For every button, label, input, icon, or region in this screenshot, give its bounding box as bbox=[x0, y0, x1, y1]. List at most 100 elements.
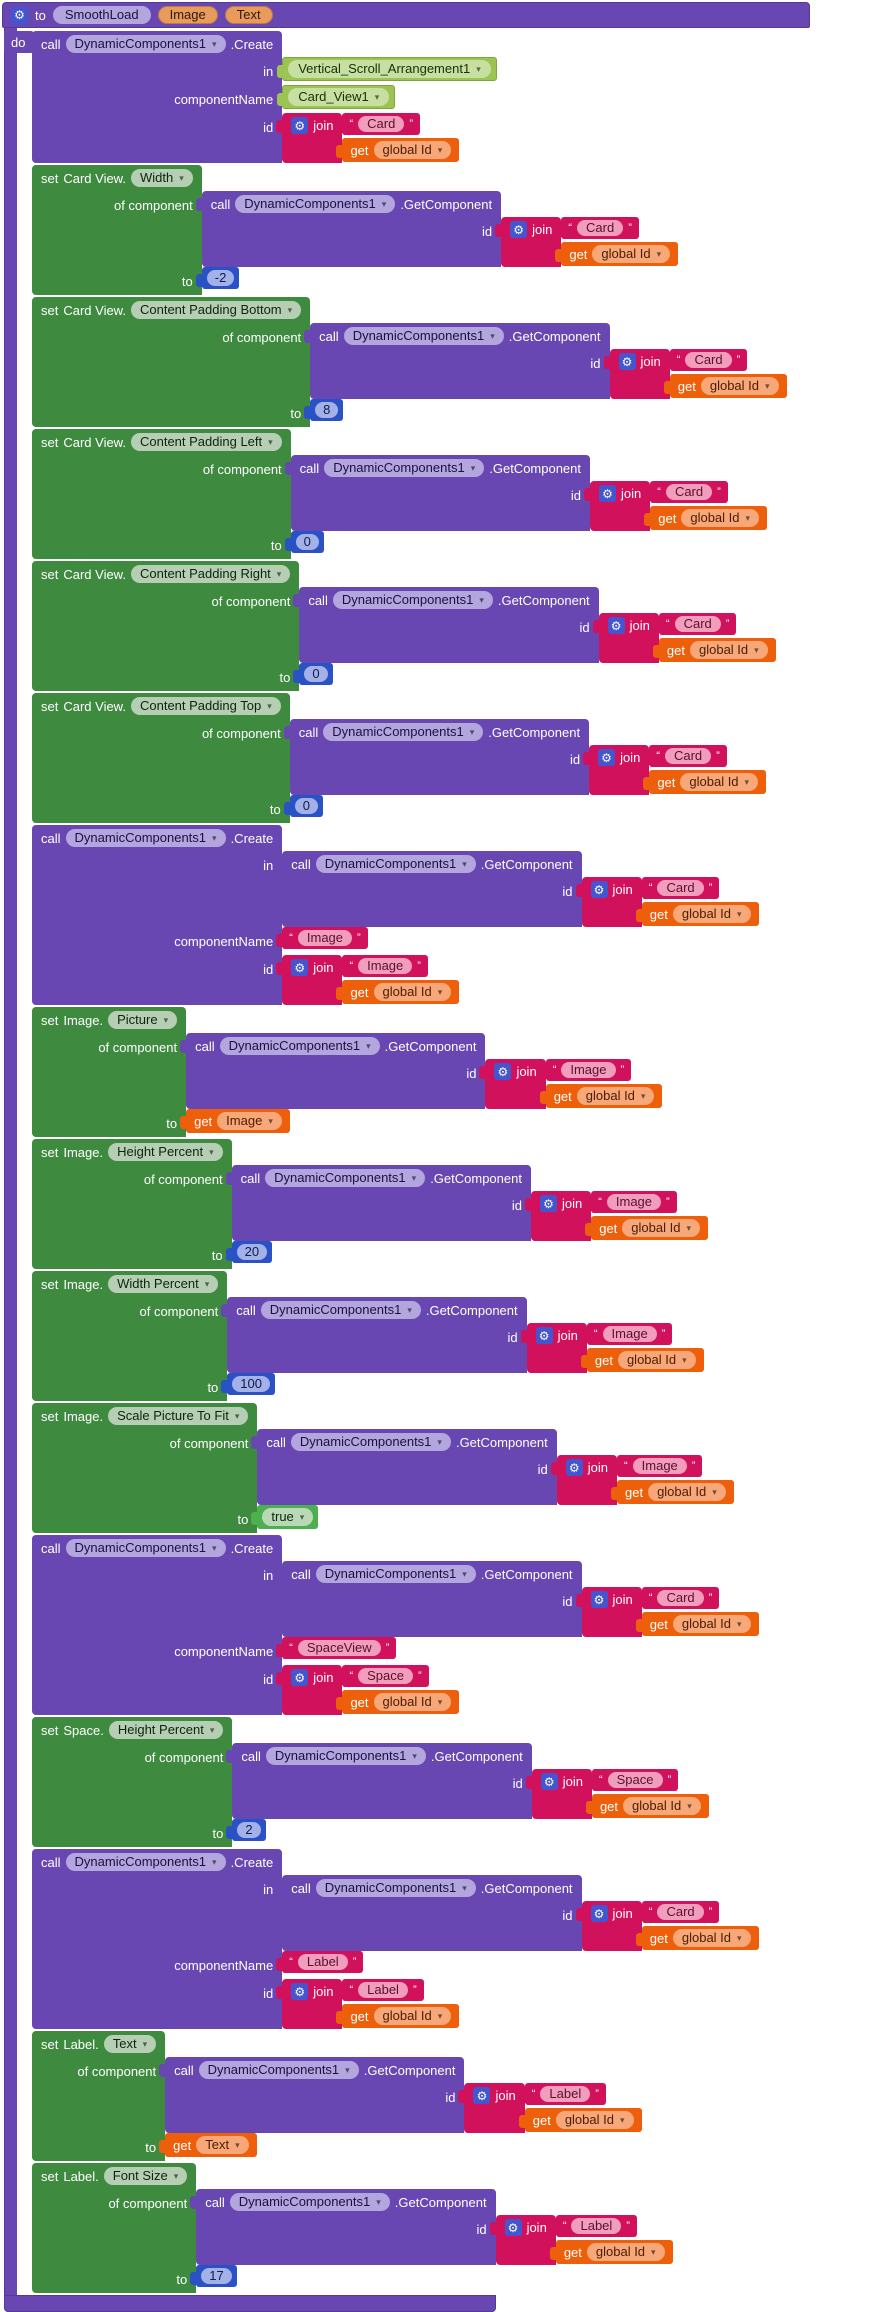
text-string-block[interactable]: “ Card ” bbox=[635, 1587, 720, 1609]
mutator-gear-icon[interactable]: ⚙ bbox=[539, 1195, 557, 1212]
component-block[interactable]: Vertical_Scroll_Arrangement1 ▾ bbox=[277, 57, 497, 81]
number-value[interactable]: 8 bbox=[315, 402, 339, 418]
component-block[interactable]: Card_View1 ▾ bbox=[277, 85, 396, 109]
mutator-gear-icon[interactable]: ⚙ bbox=[540, 1773, 558, 1790]
set-property-block[interactable]: set Card View. Content Padding Bottom ▾ of c… bbox=[32, 297, 787, 427]
set-property-block[interactable]: set Label. Font Size ▾ of component call Dynam… bbox=[32, 2163, 673, 2293]
set-property-block[interactable]: set Card View. Content Padding Left ▾ of com… bbox=[32, 429, 768, 559]
join-block[interactable]: ⚙ join “ Image ” get global Id ▾ bbox=[550, 1455, 734, 1505]
extension-dropdown[interactable]: DynamicComponents1 ▾ bbox=[198, 2061, 359, 2079]
variable-dropdown[interactable]: global Id ▾ bbox=[373, 141, 452, 159]
get-variable-block[interactable]: get global Id ▾ bbox=[336, 138, 460, 162]
getcomponent-call-block[interactable]: call DynamicComponents1 ▾ .GetComponent id ⚙ j… bbox=[251, 1429, 734, 1505]
join-block[interactable]: ⚙ join “ Card ” get global Id ▾ bbox=[575, 877, 759, 927]
property-dropdown[interactable]: Font Size ▾ bbox=[103, 2167, 188, 2185]
extension-dropdown[interactable]: DynamicComponents1 ▾ bbox=[229, 2193, 390, 2211]
variable-dropdown[interactable]: global Id ▾ bbox=[592, 245, 671, 263]
get-variable-block[interactable]: get Text ▾ bbox=[159, 2133, 257, 2157]
mutator-gear-icon[interactable]: ⚙ bbox=[291, 959, 309, 976]
text-string-block[interactable]: “ Card ” bbox=[635, 877, 720, 899]
text-string-block[interactable]: “ Image ” bbox=[580, 1323, 673, 1345]
variable-dropdown[interactable]: global Id ▾ bbox=[672, 1615, 751, 1633]
number-value[interactable]: 0 bbox=[294, 798, 318, 814]
number-block[interactable]: 20 bbox=[225, 1241, 273, 1263]
string-value[interactable]: Image bbox=[632, 1458, 687, 1474]
join-block[interactable]: ⚙ join “ Space ” get global Id ▾ bbox=[525, 1769, 709, 1819]
get-variable-block[interactable]: get global Id ▾ bbox=[635, 902, 759, 926]
get-variable-block[interactable]: get global Id ▾ bbox=[336, 1690, 460, 1714]
text-string-block[interactable]: “ Image ” bbox=[539, 1059, 632, 1081]
variable-dropdown[interactable]: global Id ▾ bbox=[672, 1929, 751, 1947]
text-string-block[interactable]: “ Space ” bbox=[585, 1769, 679, 1791]
text-string-block[interactable]: “ Space ” bbox=[336, 1665, 429, 1687]
join-block[interactable]: ⚙ join “ Card ” get global Id ▾ bbox=[583, 745, 767, 795]
string-value[interactable]: Label bbox=[540, 2086, 591, 2102]
variable-dropdown[interactable]: global Id ▾ bbox=[555, 2111, 634, 2129]
string-value[interactable]: Label bbox=[571, 2218, 622, 2234]
extension-dropdown[interactable]: DynamicComponents1 ▾ bbox=[265, 1747, 426, 1765]
join-block[interactable]: ⚙ join “ Label ” get global Id ▾ bbox=[458, 2083, 642, 2133]
string-value[interactable]: Card bbox=[358, 116, 405, 132]
text-string-block[interactable]: “ Card ” bbox=[555, 217, 639, 239]
logic-value[interactable]: true ▾ bbox=[262, 1508, 314, 1526]
variable-dropdown[interactable]: global Id ▾ bbox=[373, 2007, 452, 2025]
extension-dropdown[interactable]: DynamicComponents1 ▾ bbox=[315, 1879, 476, 1897]
join-block[interactable]: ⚙ join “ Label ” get global Id ▾ bbox=[489, 2215, 673, 2265]
getcomponent-call-block[interactable]: call DynamicComponents1 ▾ .GetComponent id ⚙ j… bbox=[195, 191, 679, 267]
variable-dropdown[interactable]: global Id ▾ bbox=[373, 1693, 452, 1711]
get-variable-block[interactable]: get global Id ▾ bbox=[635, 1612, 759, 1636]
string-value[interactable]: Image bbox=[297, 930, 353, 946]
string-value[interactable]: Card bbox=[577, 220, 624, 236]
join-block[interactable]: ⚙ join “ Card ” get global Id ▾ bbox=[584, 481, 768, 531]
extension-dropdown[interactable]: DynamicComponents1 ▾ bbox=[65, 829, 226, 847]
component-dropdown[interactable]: Vertical_Scroll_Arrangement1 ▾ bbox=[288, 60, 491, 78]
join-block[interactable]: ⚙ join “ Image ” get global Id ▾ bbox=[479, 1059, 663, 1109]
text-string-block[interactable]: “ Card ” bbox=[643, 745, 727, 767]
text-string-block[interactable]: “ Label ” bbox=[336, 1979, 424, 2001]
join-block[interactable]: ⚙ join “ Image ” get global Id ▾ bbox=[276, 955, 460, 1005]
getcomponent-call-block[interactable]: call DynamicComponents1 ▾ .GetComponent id ⚙ j… bbox=[276, 1875, 759, 1951]
string-value[interactable]: Label bbox=[297, 1954, 348, 1970]
getcomponent-call-block[interactable]: call DynamicComponents1 ▾ .GetComponent id ⚙ j… bbox=[293, 587, 776, 663]
variable-dropdown[interactable]: Image ▾ bbox=[217, 1112, 282, 1130]
mutator-gear-icon[interactable]: ⚙ bbox=[11, 6, 28, 24]
number-block[interactable]: -2 bbox=[195, 267, 240, 289]
join-block[interactable]: ⚙ join “ Image ” get global Id ▾ bbox=[524, 1191, 708, 1241]
property-dropdown[interactable]: Content Padding Top ▾ bbox=[130, 697, 281, 715]
create-call-block[interactable]: call DynamicComponents1 ▾ .Create in call Dyna… bbox=[32, 1535, 759, 1715]
number-block[interactable]: 17 bbox=[190, 2265, 237, 2287]
string-value[interactable]: Image bbox=[561, 1062, 616, 1078]
extension-dropdown[interactable]: DynamicComponents1 ▾ bbox=[260, 1301, 421, 1319]
extension-dropdown[interactable]: DynamicComponents1 ▾ bbox=[290, 1433, 451, 1451]
mutator-gear-icon[interactable]: ⚙ bbox=[565, 1459, 583, 1476]
string-value[interactable]: Card bbox=[674, 616, 721, 632]
get-variable-block[interactable]: get global Id ▾ bbox=[663, 374, 787, 398]
get-variable-block[interactable]: get global Id ▾ bbox=[555, 242, 679, 266]
variable-dropdown[interactable]: global Id ▾ bbox=[622, 1219, 700, 1237]
number-value[interactable]: 2 bbox=[237, 1822, 261, 1838]
number-block[interactable]: 0 bbox=[284, 531, 324, 553]
getcomponent-call-block[interactable]: call DynamicComponents1 ▾ .GetComponent id ⚙ j… bbox=[180, 1033, 663, 1109]
extension-dropdown[interactable]: DynamicComponents1 ▾ bbox=[315, 1565, 476, 1583]
set-property-block[interactable]: set Label. Text ▾ of component call DynamicCom… bbox=[32, 2031, 642, 2161]
mutator-gear-icon[interactable]: ⚙ bbox=[607, 617, 625, 634]
get-variable-block[interactable]: get global Id ▾ bbox=[643, 770, 767, 794]
variable-dropdown[interactable]: global Id ▾ bbox=[681, 509, 760, 527]
set-property-block[interactable]: set Image. Picture ▾ of component call Dynamic… bbox=[32, 1007, 663, 1137]
variable-dropdown[interactable]: Text ▾ bbox=[196, 2136, 249, 2154]
create-call-block[interactable]: call DynamicComponents1 ▾ .Create in Vertical… bbox=[32, 31, 497, 163]
procedure-name-field[interactable]: SmoothLoad bbox=[52, 6, 151, 24]
parameter-pill-text[interactable]: Text bbox=[224, 6, 273, 24]
string-value[interactable]: Image bbox=[606, 1194, 662, 1210]
property-dropdown[interactable]: Text ▾ bbox=[103, 2035, 157, 2053]
getcomponent-call-block[interactable]: call DynamicComponents1 ▾ .GetComponent id ⚙ j… bbox=[225, 1165, 708, 1241]
text-string-block[interactable]: “ SpaceView ” bbox=[276, 1637, 397, 1659]
component-dropdown[interactable]: Card_View1 ▾ bbox=[288, 88, 390, 106]
mutator-gear-icon[interactable]: ⚙ bbox=[618, 353, 636, 370]
getcomponent-call-block[interactable]: call DynamicComponents1 ▾ .GetComponent id ⚙ j… bbox=[159, 2057, 642, 2133]
extension-dropdown[interactable]: DynamicComponents1 ▾ bbox=[235, 195, 396, 213]
getcomponent-call-block[interactable]: call DynamicComponents1 ▾ .GetComponent id ⚙ j… bbox=[190, 2189, 673, 2265]
number-block[interactable]: 8 bbox=[304, 399, 344, 421]
number-value[interactable]: 20 bbox=[236, 1244, 268, 1260]
mutator-gear-icon[interactable]: ⚙ bbox=[590, 1905, 608, 1922]
